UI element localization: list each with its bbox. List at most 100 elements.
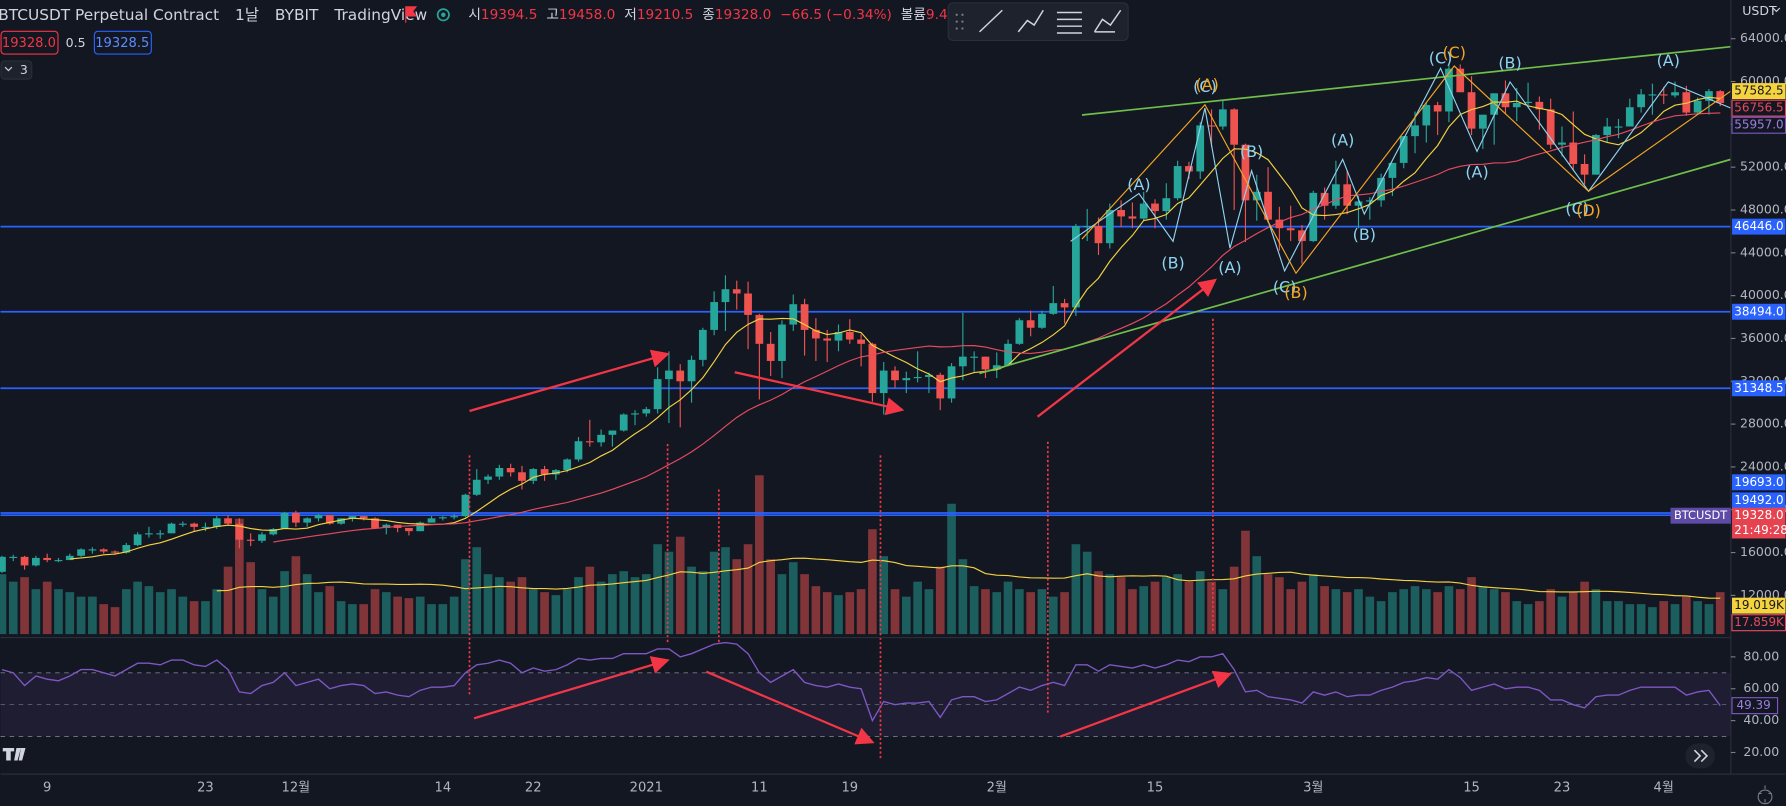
rsi-value-box <box>1731 697 1779 715</box>
volume-bar <box>348 604 357 635</box>
wave-label[interactable]: (C) <box>1193 77 1217 96</box>
fib-tool[interactable] <box>1056 11 1082 34</box>
wave-label[interactable]: (A) <box>1657 51 1680 70</box>
ohlc-label: 고 <box>546 7 559 23</box>
volume-bar <box>845 592 855 635</box>
x-tick-label: 15 <box>1463 780 1480 795</box>
rsi-tick-label: 60.00 <box>1743 680 1779 695</box>
tv-logo[interactable] <box>2 747 26 761</box>
arrow[interactable] <box>1036 278 1217 418</box>
volume-bar <box>596 581 606 635</box>
volume-bar <box>257 589 267 635</box>
wave-label[interactable]: (A) <box>1465 163 1488 182</box>
candle-body <box>834 332 843 341</box>
wave-label[interactable]: (C) <box>1442 43 1466 62</box>
candle-body <box>77 549 85 556</box>
volume-ma-label-box <box>1732 597 1786 614</box>
trendline-tool[interactable] <box>979 9 1003 33</box>
level-label-box <box>1732 474 1786 491</box>
flag-icon[interactable] <box>405 6 418 23</box>
arrow[interactable] <box>1059 670 1233 738</box>
candle-body <box>122 545 131 553</box>
interval[interactable]: 1날 <box>235 5 259 23</box>
wave-label[interactable]: (A) <box>1331 131 1354 150</box>
volume-bar <box>901 596 911 635</box>
wave-label[interactable]: (B) <box>1284 283 1307 302</box>
drawings-layer: (A)(B) (A)(B)(C)(A)(C)(B)(A)(B)(C)(C)(B)(… <box>468 43 1732 761</box>
arrow[interactable] <box>469 349 670 413</box>
wave-label[interactable]: (B) <box>1240 142 1263 161</box>
collapse-button[interactable] <box>0 60 33 80</box>
currency[interactable]: USDT <box>1742 3 1777 18</box>
countdown-box <box>1732 522 1786 539</box>
volume-bar <box>370 589 380 635</box>
candle-body <box>925 374 933 378</box>
wave-path[interactable] <box>1070 66 1732 273</box>
candle-body <box>1275 219 1284 229</box>
volume-bar <box>1388 592 1397 635</box>
arrow[interactable] <box>705 670 875 745</box>
candle-body <box>450 516 459 518</box>
wave-path[interactable] <box>1081 65 1732 275</box>
settings-icon[interactable] <box>1757 785 1773 805</box>
arrow[interactable] <box>473 656 670 720</box>
wave-label[interactable]: (D) <box>1576 201 1601 220</box>
ma-label: 57582.5 <box>1734 84 1783 98</box>
y-tick-label: 52000.00 <box>1740 159 1786 174</box>
candle-body <box>879 370 888 394</box>
wave-label[interactable]: (B) <box>1353 225 1376 244</box>
wave-label[interactable]: (C) <box>1429 49 1453 68</box>
level-label: 38494.0 <box>1734 304 1783 318</box>
candle-body <box>303 518 312 523</box>
trend-line[interactable] <box>1081 45 1731 116</box>
x-tick-label: 2021 <box>630 780 663 795</box>
candle-body <box>913 377 922 379</box>
volume-bar <box>653 544 662 635</box>
wave-label[interactable]: (C) <box>1565 199 1589 218</box>
drag-handle[interactable] <box>955 13 964 30</box>
volume-bar <box>381 592 391 635</box>
status-icon[interactable] <box>436 8 450 22</box>
candle-body <box>958 356 967 367</box>
candle-body <box>1467 92 1476 129</box>
wave-label[interactable]: (B) <box>1161 254 1184 273</box>
volume-bar <box>1286 589 1295 635</box>
data-layer <box>0 63 1731 723</box>
wave-label[interactable]: (A) <box>1127 175 1150 194</box>
candle-body <box>970 356 979 358</box>
trend-line[interactable] <box>979 158 1732 375</box>
exchange: BYBIT <box>275 5 319 23</box>
candle-body <box>1478 114 1487 129</box>
candle-body <box>1659 94 1668 96</box>
candle-body <box>1648 94 1657 96</box>
candle-body <box>337 518 345 524</box>
x-tick-label: 12월 <box>282 779 311 795</box>
wave-label[interactable]: (A) <box>1196 75 1219 94</box>
arrow[interactable] <box>734 371 905 416</box>
ohlc-value: 19328.0 <box>715 7 771 23</box>
wave-label[interactable]: (B) <box>1498 53 1521 72</box>
volume-bar <box>76 596 86 635</box>
candle-body <box>698 329 707 360</box>
candle-body <box>201 526 210 529</box>
volume-bar <box>1376 601 1386 635</box>
volume-bar <box>992 592 1002 635</box>
brush-tool[interactable] <box>1093 9 1122 33</box>
volume-bar <box>280 571 289 635</box>
volume-bar <box>1365 596 1375 635</box>
buy-box[interactable] <box>93 30 152 55</box>
candle-body <box>348 516 357 519</box>
wave-label[interactable]: (A) <box>1218 258 1241 277</box>
volume-bar <box>800 574 809 635</box>
currency-dropdown[interactable] <box>1772 7 1781 13</box>
candle-body <box>936 374 945 399</box>
wave-label[interactable]: (C) <box>1273 278 1297 297</box>
volume-bar <box>1229 566 1239 635</box>
volume-bar <box>766 559 775 635</box>
symbol[interactable]: BTCUSDT Perpetual Contract <box>0 5 219 23</box>
volume-bar <box>1331 589 1341 635</box>
rsi-value: 49.39 <box>1737 698 1771 712</box>
sell-box[interactable] <box>0 30 59 55</box>
path-tool[interactable] <box>1017 9 1044 33</box>
